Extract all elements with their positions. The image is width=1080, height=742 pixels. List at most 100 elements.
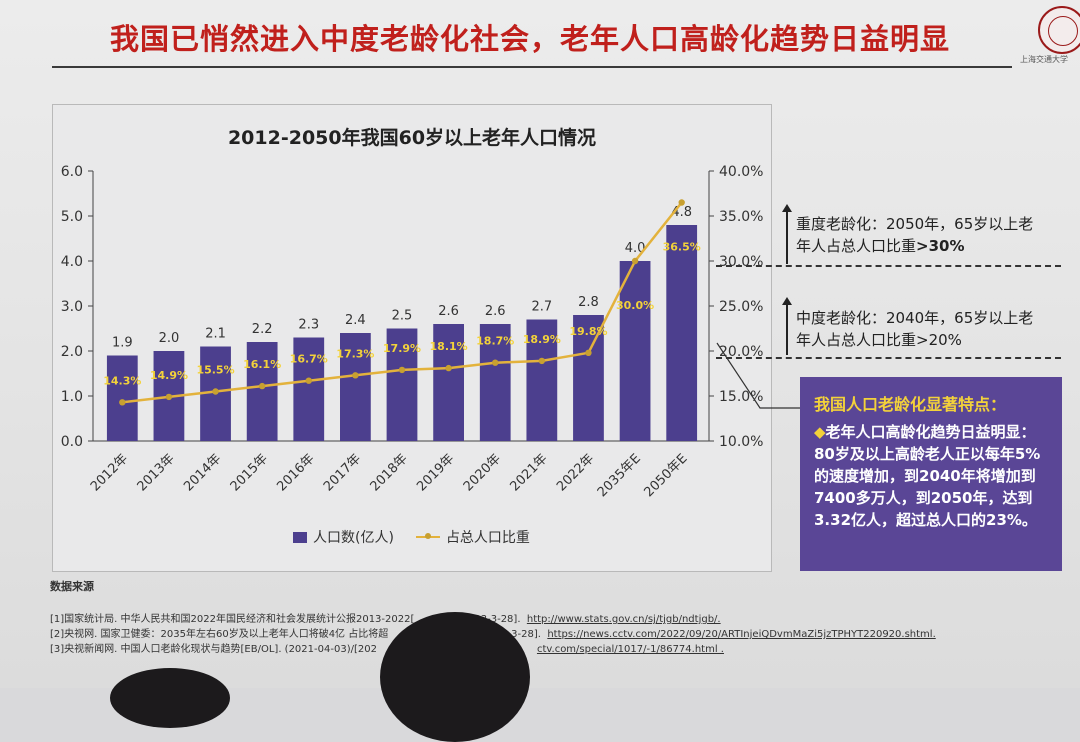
x-tick-label: 2022年 <box>554 451 597 494</box>
ratio-value-label: 36.5% <box>663 241 701 254</box>
bar-value-label: 2.6 <box>438 304 459 319</box>
ratio-value-label: 17.9% <box>383 342 421 355</box>
legend-label-ratio: 占总人口比重 <box>445 530 530 546</box>
ratio-value-label: 17.3% <box>336 347 374 360</box>
ratio-value-label: 19.8% <box>569 325 607 338</box>
bar <box>386 328 418 441</box>
moderate-aging-note: 中度老龄化：2040年，65岁以上老 年人占总人口比重>20% <box>796 307 1033 351</box>
ratio-value-label: 15.5% <box>196 364 234 377</box>
bar <box>573 315 604 441</box>
severe-arrow-icon <box>782 204 792 264</box>
y-tick-label-right: 10.0% <box>719 434 763 450</box>
ratio-point <box>585 349 592 356</box>
bar <box>619 261 651 441</box>
university-logo-icon <box>1038 6 1080 54</box>
audience-head-silhouette-2 <box>110 668 230 728</box>
ratio-point <box>119 399 126 406</box>
threshold-20-dashed-line <box>716 357 1061 359</box>
bar <box>666 225 698 441</box>
x-tick-label: 2018年 <box>368 451 411 494</box>
logo-text: 上海交通大学 <box>1020 55 1068 64</box>
chart-title: 2012-2050年我国60岁以上老年人口情况 <box>227 127 597 149</box>
legend-label-population: 人口数(亿人) <box>313 530 394 546</box>
source-link-1[interactable]: http://www.stats.gov.cn/sj/tjgb/ndtjgb/. <box>526 614 721 625</box>
ratio-value-label: 30.0% <box>616 299 654 312</box>
bar <box>106 355 138 441</box>
box-body-text: 老年人口高龄化趋势日益明显：80岁及以上高龄老人正以每年5%的速度增加，到204… <box>814 423 1041 529</box>
bar-value-label: 2.5 <box>392 309 413 324</box>
bar <box>293 337 325 441</box>
ratio-value-label: 18.1% <box>430 340 468 353</box>
bar-value-label: 2.8 <box>578 295 599 310</box>
bar-value-label: 2.7 <box>532 300 553 315</box>
ratio-point <box>212 388 219 395</box>
ratio-value-label: 16.1% <box>243 358 281 371</box>
y-tick-label-left: 5.0 <box>61 209 83 225</box>
ratio-point <box>678 199 685 206</box>
box-heading: 我国人口老龄化显著特点： <box>814 395 1007 414</box>
y-tick-label-right: 15.0% <box>719 389 763 405</box>
x-tick-label: 2017年 <box>321 451 364 494</box>
bar-value-label: 4.0 <box>625 241 646 256</box>
y-tick-label-right: 35.0% <box>719 209 763 225</box>
y-tick-label-left: 3.0 <box>61 299 83 315</box>
ratio-point <box>538 357 546 365</box>
diamond-icon: ◆ <box>814 423 826 441</box>
y-tick-label-left: 4.0 <box>61 254 83 270</box>
y-tick-label-right: 40.0% <box>719 164 763 180</box>
bar <box>246 342 278 441</box>
source-link-2[interactable]: https://news.cctv.com/2022/09/20/ARTInje… <box>547 629 936 640</box>
ratio-value-label: 18.7% <box>476 335 514 348</box>
bar-value-label: 2.1 <box>205 327 226 342</box>
source-link-3[interactable]: ctv.com/special/1017/-1/86774.html . <box>536 644 724 655</box>
source-line-3: [3]央视新闻网. 中国人口老龄化现状与趋势[EB/OL]. (2021-04-… <box>50 644 724 655</box>
chart-panel: 2012-2050年我国60岁以上老年人口情况 0.0 1.0 2.0 3.0 4.0 5… <box>52 104 772 572</box>
bar-value-label: 2.4 <box>345 313 366 328</box>
legend-bar-swatch <box>293 531 307 543</box>
aging-characteristics-box: 我国人口老龄化显著特点： ◆老年人口高龄化趋势日益明显：80岁及以上高龄老人正以… <box>800 377 1062 571</box>
x-tick-label: 2019年 <box>414 451 457 494</box>
x-tick-label: 2013年 <box>135 451 178 494</box>
moderate-line2: 年人占总人口比重>20% <box>796 331 962 349</box>
bar-value-label: 2.2 <box>252 322 273 337</box>
x-tick-label: 2014年 <box>181 451 224 494</box>
x-tick-label: 2035年E <box>595 451 644 500</box>
ratio-point <box>305 377 312 384</box>
ratio-point <box>398 366 406 374</box>
x-tick-label: 2015年 <box>228 451 271 494</box>
sources-heading: 数据来源 <box>50 580 94 593</box>
y-tick-label-left: 6.0 <box>61 164 83 180</box>
y-tick-label-left: 1.0 <box>61 389 83 405</box>
data-sources: 数据来源 [1]国家统计局. 中华人民共和国2022年国民经济和社会发展统计公报… <box>50 578 1050 657</box>
bar-value-label: 2.6 <box>485 304 506 319</box>
legend-line-swatch <box>415 533 440 539</box>
ratio-point <box>352 372 359 379</box>
ratio-point <box>492 359 499 366</box>
bar <box>433 324 464 441</box>
title-divider <box>52 66 1012 68</box>
y-tick-label-left: 0.0 <box>61 434 83 450</box>
bar-value-label: 2.3 <box>298 318 319 333</box>
severe-line2: 年人占总人口比重>30% <box>796 237 965 255</box>
y-tick-label-right: 25.0% <box>719 299 763 315</box>
legend-item-population: 人口数(亿人) <box>293 527 394 547</box>
threshold-30-dashed-line <box>716 265 1061 267</box>
ratio-point <box>445 364 452 372</box>
x-tick-label: 2021年 <box>507 451 550 494</box>
chart-legend: 人口数(亿人) 占总人口比重 <box>293 527 530 547</box>
bar <box>479 324 511 441</box>
ratio-value-label: 16.7% <box>290 353 328 366</box>
bar <box>340 333 371 441</box>
bar <box>526 319 558 441</box>
severe-line1: 重度老龄化：2050年，65岁以上老 <box>796 215 1034 233</box>
audience-head-silhouette <box>380 612 530 742</box>
ratio-point <box>165 393 173 401</box>
x-tick-label: 2012年 <box>88 451 131 494</box>
x-tick-label: 2016年 <box>274 451 317 494</box>
source-line-2: [2]央视网. 国家卫健委：2035年左右60岁及以上老年人口将破4亿 占比将超… <box>50 629 936 640</box>
box-body: ◆老年人口高龄化趋势日益明显：80岁及以上高龄老人正以每年5%的速度增加，到20… <box>814 421 1054 531</box>
slide-title: 我国已悄然进入中度老龄化社会，老年人口高龄化趋势日益明显 <box>110 22 951 56</box>
bar-value-label: 1.9 <box>112 336 133 351</box>
ratio-value-label: 18.9% <box>523 333 561 346</box>
moderate-arrow-icon <box>782 297 792 355</box>
